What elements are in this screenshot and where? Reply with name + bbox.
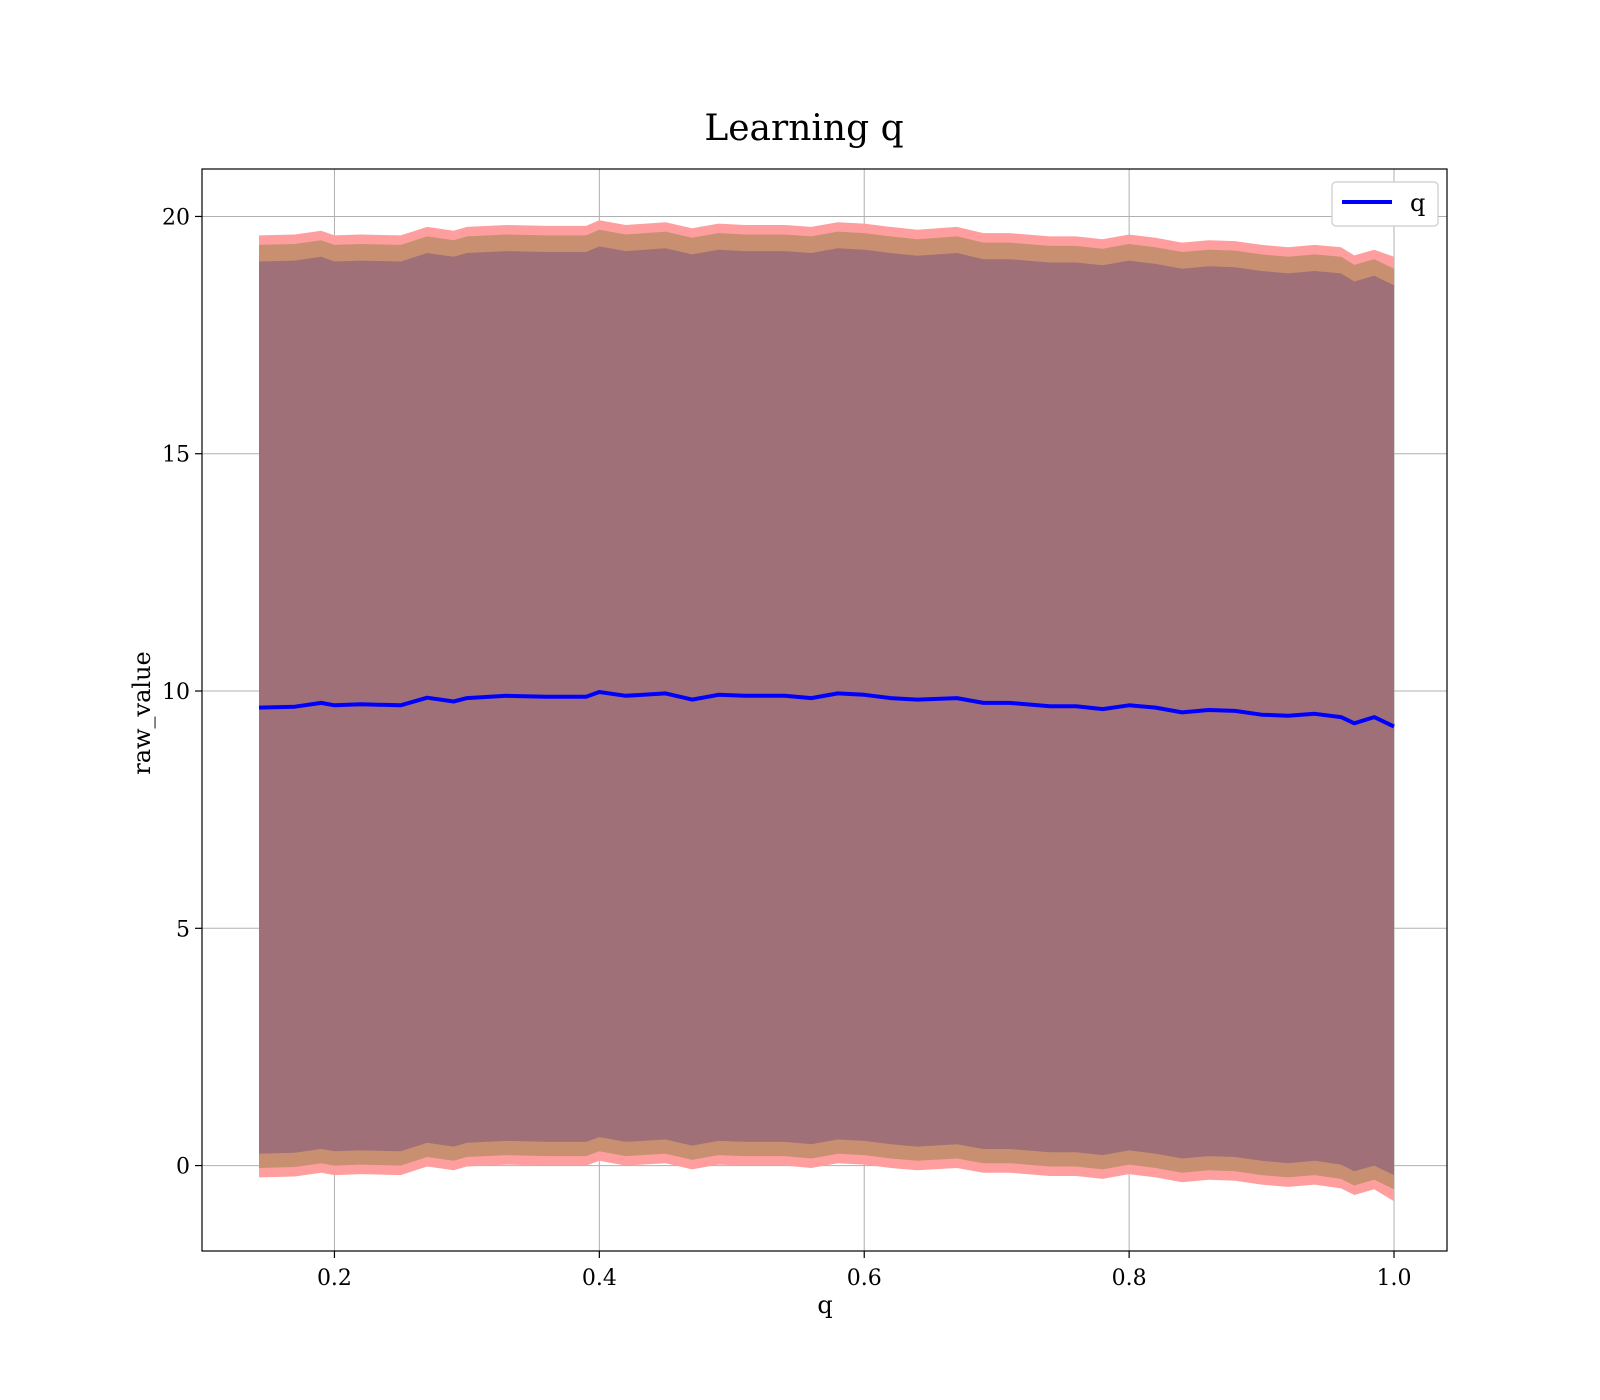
legend-label-q: q [1410,189,1425,217]
y-tick-label: 10 [162,680,190,705]
series-line-q [258,690,1395,729]
chart-title: Learning q [704,108,903,149]
x-tick-label: 0.8 [1112,1266,1147,1291]
y-tick-label: 15 [162,443,190,468]
plot-frame [201,168,1448,1252]
y-tick-label: 20 [162,205,190,230]
y-axis-label: raw_value [128,651,156,775]
y-tick-label: 0 [176,1155,190,1180]
x-tick-label: 0.4 [582,1266,617,1291]
band-inner [259,246,1394,1176]
y-axis-ticks: 0 5 10 15 20 [162,205,202,1180]
legend: q [1331,181,1439,227]
y-tick-label: 5 [176,917,190,942]
x-axis-ticks: 0.2 0.4 0.6 0.8 1.0 [317,1251,1412,1291]
x-axis-label: q [817,1291,832,1319]
x-tick-label: 0.2 [317,1266,352,1291]
x-tick-label: 1.0 [1377,1266,1412,1291]
plot-area [201,168,1448,1252]
x-tick-label: 0.6 [847,1266,882,1291]
